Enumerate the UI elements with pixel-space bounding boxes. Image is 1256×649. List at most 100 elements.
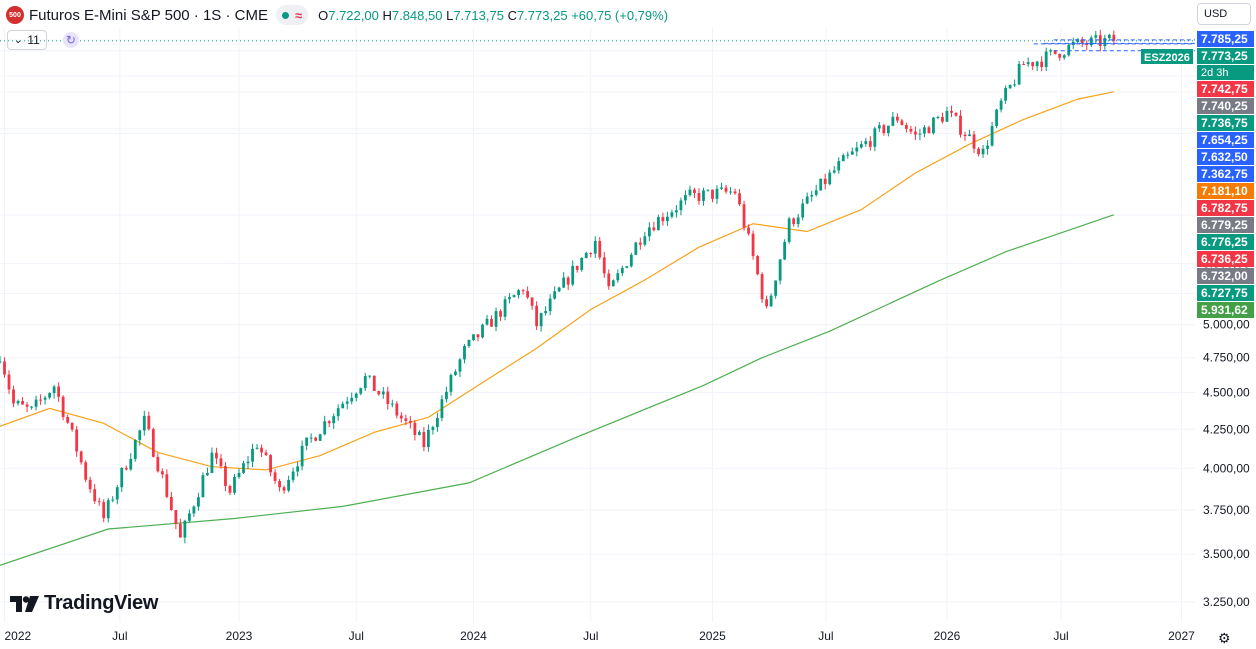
candle-body (97, 501, 101, 503)
candle (832, 165, 836, 174)
candle (454, 369, 457, 377)
candle-body (918, 133, 922, 135)
candle (354, 392, 358, 402)
market-status-pill[interactable]: ≈ (275, 5, 309, 25)
candle-body (1058, 53, 1062, 58)
candle-body (106, 500, 110, 519)
candle (850, 147, 854, 155)
candle (1035, 60, 1039, 72)
candle (102, 499, 106, 523)
price-axis-label: 3.250,00 (1203, 595, 1250, 609)
time-axis-label: 2022 (5, 629, 32, 643)
candle (932, 116, 935, 135)
candle (187, 509, 191, 523)
candle-body (598, 240, 602, 258)
candle (765, 295, 769, 309)
candle (291, 467, 295, 483)
price-tag-background (1197, 217, 1254, 233)
candlestick-series (0, 29, 1116, 544)
candle (1076, 38, 1080, 44)
refresh-icon[interactable]: ↻ (62, 32, 79, 48)
tradingview-logo[interactable]: TradingView (10, 592, 158, 615)
tradingview-logo-icon (10, 595, 39, 612)
price-axis-label: 5.000,00 (1203, 318, 1250, 332)
candle-body (778, 259, 782, 281)
candle-body (300, 445, 304, 467)
candle-body (999, 100, 1003, 110)
candle-body (972, 134, 976, 149)
candle (431, 425, 435, 435)
candle-body (39, 399, 42, 401)
candle-body (891, 116, 895, 126)
price-tag-value: 7.654,25 (1201, 133, 1248, 147)
candle-body (124, 467, 128, 470)
candle-body (165, 474, 169, 497)
candle-body (846, 154, 850, 156)
gear-icon[interactable]: ⚙ (1218, 630, 1231, 646)
candle-body (562, 277, 566, 288)
candle-body (679, 200, 683, 211)
candle-body (332, 416, 336, 424)
price-tag-background (1197, 251, 1254, 267)
price-tag: 6.732,00 (1197, 268, 1254, 284)
open-value: 7.722,00 (328, 7, 379, 23)
candle (855, 141, 859, 157)
candle-body (404, 418, 408, 421)
price-tag-value: 7.181,10 (1201, 184, 1248, 198)
candle-body (224, 466, 227, 487)
candle-body (566, 277, 570, 285)
candle (1008, 84, 1012, 90)
candle-body (580, 258, 584, 270)
candle-body (174, 510, 178, 524)
candle (923, 124, 926, 138)
candle (584, 251, 588, 259)
symbol-logo-icon[interactable]: 500 (6, 6, 24, 24)
candle-body (995, 109, 998, 127)
candle (625, 265, 629, 269)
candle (169, 491, 173, 511)
candle-body (886, 125, 890, 134)
candle (859, 140, 863, 149)
candle-body (571, 265, 575, 285)
candle (481, 323, 484, 339)
price-tag: 7.736,75 (1197, 115, 1254, 131)
candle-body (1022, 64, 1026, 66)
price-tag-background (1197, 285, 1254, 301)
candle-body (476, 334, 480, 338)
candle-body (986, 145, 989, 149)
candle-body (616, 273, 620, 281)
indicators-toggle-button[interactable]: ⌄ 11 (7, 30, 47, 50)
candle-body (602, 257, 606, 274)
candle (981, 144, 985, 158)
candle (751, 230, 755, 260)
price-tag-value: 6.782,75 (1201, 201, 1248, 215)
time-axis[interactable]: 2022 Jul 2023 Jul 2024 Jul 2025 Jul 2026 Jul 2027 (5, 629, 1196, 643)
candle-body (296, 466, 300, 472)
candle-body (390, 403, 394, 405)
candle-body (850, 151, 854, 155)
candle (463, 344, 466, 364)
candle-body (593, 240, 597, 254)
price-axis[interactable]: 3.250,00 3.500,00 3.750,00 4.000,00 4.250,00… (1203, 256, 1250, 608)
candle (656, 214, 660, 231)
candle (79, 450, 83, 465)
price-tag-value: 7.632,50 (1201, 150, 1248, 164)
currency-selector[interactable]: USD (1197, 3, 1251, 25)
candle (868, 136, 872, 151)
candle-body (187, 513, 191, 521)
candle-body (711, 189, 714, 199)
candle (381, 387, 385, 399)
candle-body (237, 472, 241, 477)
price-tag: 7.181,10 (1197, 183, 1254, 199)
candle (580, 257, 584, 272)
candle-body (1026, 62, 1030, 65)
candle-body (1044, 51, 1048, 68)
candle-body (823, 178, 827, 185)
candle-body (783, 241, 787, 260)
candle-body (575, 265, 579, 270)
candle-body (611, 280, 615, 287)
symbol-title[interactable]: Futuros E-Mini S&P 500 · 1S · CME (29, 6, 268, 24)
candle (1062, 53, 1066, 60)
candle (756, 255, 759, 276)
